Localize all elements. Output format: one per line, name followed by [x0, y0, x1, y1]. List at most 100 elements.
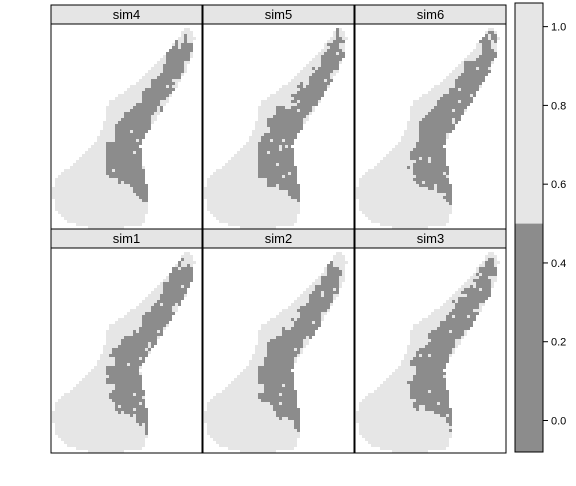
raster-cell	[315, 61, 318, 64]
raster-cell	[115, 190, 118, 193]
raster-cell	[115, 327, 118, 330]
raster-cell	[219, 172, 222, 175]
raster-cell	[85, 190, 88, 193]
raster-cell	[285, 172, 288, 175]
raster-cell	[428, 145, 431, 148]
raster-cell	[368, 187, 371, 190]
raster-cell	[261, 115, 264, 118]
raster-cell	[58, 402, 61, 405]
raster-cell	[443, 154, 446, 157]
raster-cell	[336, 70, 339, 73]
raster-cell	[306, 112, 309, 115]
raster-cell	[321, 79, 324, 82]
raster-cell	[130, 205, 133, 208]
raster-cell	[234, 202, 237, 205]
raster-cell	[446, 112, 449, 115]
raster-cell	[97, 208, 100, 211]
raster-cell	[145, 127, 148, 130]
raster-cell	[181, 291, 184, 294]
raster-cell	[139, 82, 142, 85]
raster-cell	[225, 181, 228, 184]
raster-cell	[130, 148, 133, 151]
raster-cell	[339, 37, 342, 40]
raster-cell	[449, 190, 452, 193]
raster-cell	[121, 115, 124, 118]
raster-cell	[416, 112, 419, 115]
raster-cell	[374, 205, 377, 208]
raster-cell	[309, 88, 312, 91]
raster-cell	[136, 435, 139, 438]
raster-cell	[371, 169, 374, 172]
raster-cell	[166, 55, 169, 58]
raster-cell	[136, 175, 139, 178]
raster-cell	[148, 333, 151, 336]
raster-cell	[312, 85, 315, 88]
raster-cell	[121, 154, 124, 157]
raster-cell	[169, 297, 172, 300]
raster-cell	[279, 139, 282, 142]
raster-cell	[157, 94, 160, 97]
raster-cell	[106, 360, 109, 363]
raster-cell	[282, 220, 285, 223]
raster-cell	[112, 336, 115, 339]
raster-cell	[413, 145, 416, 148]
raster-cell	[127, 223, 130, 226]
raster-cell	[294, 217, 297, 220]
raster-cell	[142, 318, 145, 321]
raster-cell	[106, 369, 109, 372]
raster-cell	[225, 193, 228, 196]
raster-cell	[362, 193, 365, 196]
raster-cell	[115, 172, 118, 175]
raster-cell	[130, 330, 133, 333]
raster-cell	[273, 199, 276, 202]
raster-cell	[115, 148, 118, 151]
raster-cell	[312, 82, 315, 85]
raster-cell	[157, 79, 160, 82]
raster-cell	[425, 94, 428, 97]
raster-cell	[228, 169, 231, 172]
raster-cell	[115, 408, 118, 411]
raster-cell	[416, 223, 419, 226]
raster-cell	[359, 190, 362, 193]
raster-cell	[437, 127, 440, 130]
raster-cell	[178, 282, 181, 285]
raster-cell	[127, 354, 130, 357]
raster-cell	[288, 178, 291, 181]
raster-cell	[175, 43, 178, 46]
raster-cell	[70, 429, 73, 432]
raster-cell	[142, 429, 145, 432]
raster-cell	[219, 205, 222, 208]
raster-cell	[169, 58, 172, 61]
raster-cell	[133, 330, 136, 333]
raster-cell	[431, 166, 434, 169]
raster-cell	[264, 169, 267, 172]
raster-cell	[115, 121, 118, 124]
raster-cell	[240, 151, 243, 154]
raster-cell	[434, 100, 437, 103]
raster-cell	[425, 103, 428, 106]
raster-cell	[142, 118, 145, 121]
raster-cell	[240, 169, 243, 172]
raster-cell	[258, 220, 261, 223]
raster-cell	[91, 393, 94, 396]
raster-cell	[109, 333, 112, 336]
raster-cell	[249, 169, 252, 172]
raster-cell	[270, 166, 273, 169]
raster-cell	[252, 151, 255, 154]
raster-cell	[261, 100, 264, 103]
raster-cell	[106, 399, 109, 402]
raster-cell	[425, 130, 428, 133]
raster-cell	[488, 34, 491, 37]
raster-cell	[100, 205, 103, 208]
raster-cell	[187, 270, 190, 273]
raster-cell	[258, 205, 261, 208]
raster-cell	[157, 103, 160, 106]
raster-cell	[401, 154, 404, 157]
raster-cell	[261, 121, 264, 124]
raster-cell	[398, 151, 401, 154]
raster-cell	[94, 223, 97, 226]
raster-cell	[112, 124, 115, 127]
raster-cell	[76, 199, 79, 202]
raster-cell	[473, 52, 476, 55]
raster-cell	[237, 178, 240, 181]
